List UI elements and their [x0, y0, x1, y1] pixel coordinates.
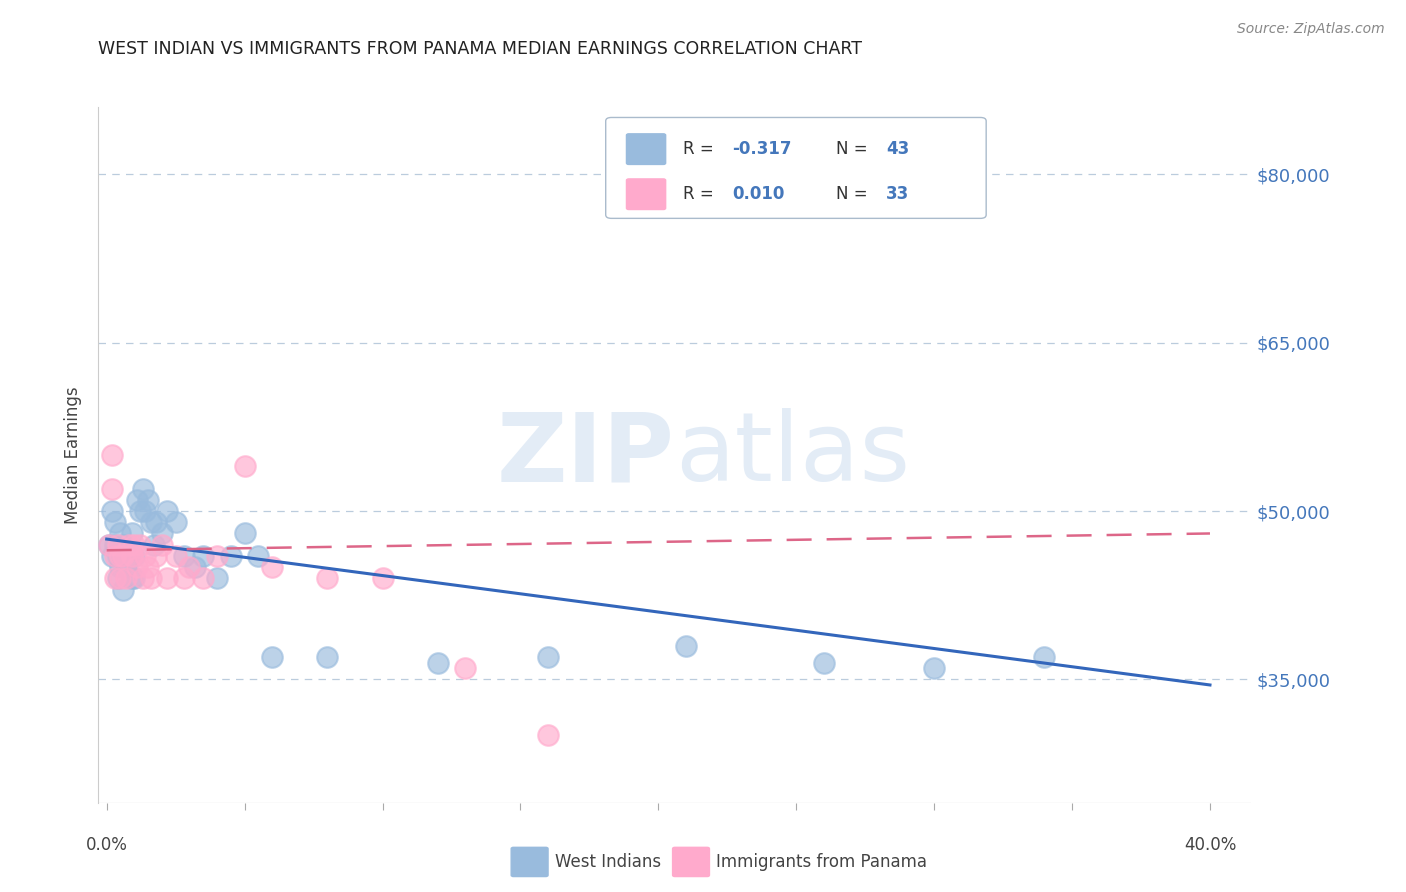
Point: [219, 549, 242, 563]
Point: [142, 538, 165, 552]
Point: [104, 571, 127, 585]
Point: [165, 515, 187, 529]
Point: [150, 538, 173, 552]
Point: [136, 492, 159, 507]
Point: [115, 571, 138, 585]
Point: [110, 571, 132, 585]
Point: [98, 538, 121, 552]
Point: [813, 656, 835, 670]
Point: [125, 560, 148, 574]
Point: [115, 560, 138, 574]
Text: 0.010: 0.010: [733, 186, 785, 203]
Point: [675, 639, 697, 653]
Point: [121, 571, 143, 585]
FancyBboxPatch shape: [627, 134, 665, 164]
Point: [139, 515, 162, 529]
Point: [247, 549, 270, 563]
Point: [110, 560, 132, 574]
Point: [316, 571, 339, 585]
Point: [101, 549, 124, 563]
Point: [454, 661, 477, 675]
FancyBboxPatch shape: [606, 118, 986, 219]
Point: [98, 538, 121, 552]
Point: [124, 571, 146, 585]
Text: WEST INDIAN VS IMMIGRANTS FROM PANAMA MEDIAN EARNINGS CORRELATION CHART: WEST INDIAN VS IMMIGRANTS FROM PANAMA ME…: [98, 40, 862, 58]
Point: [107, 549, 129, 563]
Point: [165, 549, 187, 563]
Point: [134, 549, 156, 563]
Text: N =: N =: [837, 140, 873, 158]
Point: [173, 549, 195, 563]
Point: [112, 549, 135, 563]
Point: [101, 448, 124, 462]
Point: [112, 538, 135, 552]
Point: [922, 661, 945, 675]
Point: [145, 515, 167, 529]
FancyBboxPatch shape: [627, 179, 665, 210]
Text: 33: 33: [886, 186, 910, 203]
Point: [124, 549, 146, 563]
Point: [112, 582, 135, 597]
Point: [136, 560, 159, 574]
Point: [134, 504, 156, 518]
Point: [131, 482, 153, 496]
FancyBboxPatch shape: [512, 847, 548, 877]
Point: [537, 729, 560, 743]
Text: R =: R =: [683, 186, 718, 203]
Point: [104, 549, 127, 563]
Point: [110, 549, 132, 563]
Point: [233, 459, 256, 474]
Y-axis label: Median Earnings: Median Earnings: [65, 386, 83, 524]
Point: [128, 538, 150, 552]
Text: atlas: atlas: [675, 409, 910, 501]
Point: [107, 538, 129, 552]
Point: [184, 560, 207, 574]
Point: [173, 571, 195, 585]
Point: [262, 649, 284, 664]
Point: [426, 656, 449, 670]
Text: Immigrants from Panama: Immigrants from Panama: [717, 853, 928, 871]
Text: R =: R =: [683, 140, 718, 158]
Point: [121, 549, 143, 563]
Point: [193, 549, 215, 563]
Point: [537, 649, 560, 664]
Point: [156, 571, 179, 585]
Text: 40.0%: 40.0%: [1184, 837, 1236, 855]
Point: [1033, 649, 1056, 664]
Point: [101, 482, 124, 496]
Point: [118, 549, 141, 563]
Point: [107, 571, 129, 585]
FancyBboxPatch shape: [672, 847, 710, 877]
Point: [371, 571, 394, 585]
Text: N =: N =: [837, 186, 873, 203]
Point: [110, 526, 132, 541]
Point: [104, 515, 127, 529]
Point: [233, 526, 256, 541]
Point: [104, 538, 127, 552]
Point: [125, 492, 148, 507]
Point: [193, 571, 215, 585]
Point: [150, 526, 173, 541]
Text: West Indians: West Indians: [555, 853, 661, 871]
Point: [124, 538, 146, 552]
Point: [316, 649, 339, 664]
Text: 43: 43: [886, 140, 910, 158]
Point: [101, 504, 124, 518]
Text: ZIP: ZIP: [496, 409, 675, 501]
Point: [139, 571, 162, 585]
Text: -0.317: -0.317: [733, 140, 792, 158]
Point: [128, 504, 150, 518]
Point: [205, 549, 228, 563]
Point: [118, 538, 141, 552]
Point: [205, 571, 228, 585]
Point: [121, 526, 143, 541]
Point: [145, 549, 167, 563]
Text: Source: ZipAtlas.com: Source: ZipAtlas.com: [1237, 22, 1385, 37]
Point: [131, 571, 153, 585]
Point: [156, 504, 179, 518]
Point: [179, 560, 201, 574]
Text: 0.0%: 0.0%: [86, 837, 128, 855]
Point: [262, 560, 284, 574]
